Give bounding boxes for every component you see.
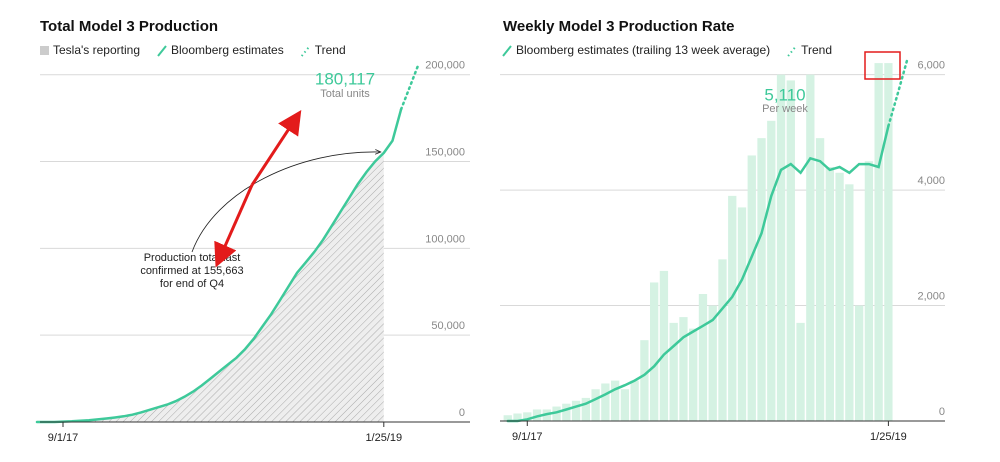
y-tick-label: 0 xyxy=(459,407,465,419)
line xyxy=(506,124,890,423)
legend-label: Trend xyxy=(801,43,832,57)
bar xyxy=(806,74,815,422)
bar xyxy=(884,63,893,421)
trend-line xyxy=(887,56,910,128)
bar xyxy=(874,63,883,421)
callout-arrow xyxy=(191,152,380,253)
x-tick-label: 1/25/19 xyxy=(870,431,907,443)
bar xyxy=(523,412,532,421)
annotation: Total units xyxy=(320,88,370,100)
bar xyxy=(640,340,649,421)
y-tick-label: 4,000 xyxy=(917,175,945,187)
bar xyxy=(669,322,678,421)
bar xyxy=(796,322,805,421)
y-tick-label: 200,000 xyxy=(425,60,465,72)
line xyxy=(35,108,403,424)
bar xyxy=(747,155,756,422)
chart-title: Weekly Model 3 Production Rate xyxy=(503,18,734,35)
bar xyxy=(591,389,600,421)
annotation: Per week xyxy=(762,103,808,115)
legend-label: Trend xyxy=(315,43,346,57)
chart-title: Total Model 3 Production xyxy=(40,18,218,35)
annotation: confirmed at 155,663 xyxy=(140,265,243,277)
y-tick-label: 2,000 xyxy=(917,290,945,302)
y-tick-label: 6,000 xyxy=(917,60,945,72)
y-tick-label: 50,000 xyxy=(431,320,465,332)
highlight-box xyxy=(864,51,901,80)
bar xyxy=(767,120,776,422)
legend-label: Bloomberg estimates xyxy=(171,43,284,57)
y-tick-label: 100,000 xyxy=(425,233,465,245)
bar xyxy=(571,400,581,421)
bar xyxy=(757,138,766,422)
bar xyxy=(698,294,708,421)
bar xyxy=(786,80,795,421)
annotation-overlay xyxy=(191,51,901,268)
legend-swatch xyxy=(502,45,512,57)
bar xyxy=(776,74,786,422)
annotation: for end of Q4 xyxy=(160,278,224,290)
legend-swatch xyxy=(300,45,311,57)
bar xyxy=(689,328,698,421)
bar xyxy=(864,161,874,421)
bar xyxy=(620,389,630,421)
bar xyxy=(659,270,669,421)
bar xyxy=(513,413,522,421)
y-tick-label: 0 xyxy=(939,406,945,418)
bar xyxy=(679,317,688,421)
bar xyxy=(630,380,639,421)
bar xyxy=(708,305,717,421)
red-arrow-up xyxy=(250,109,302,186)
bar xyxy=(601,383,610,421)
bar xyxy=(562,403,571,421)
bar xyxy=(503,415,512,421)
bar xyxy=(835,172,844,421)
legend-swatch xyxy=(157,45,167,57)
y-tick-label: 150,000 xyxy=(425,146,465,158)
area xyxy=(37,151,384,422)
bar xyxy=(825,167,834,421)
bar xyxy=(581,397,590,421)
legend-swatch xyxy=(40,46,49,55)
annotation: 180,117 xyxy=(315,69,375,88)
legend-swatch xyxy=(787,45,797,57)
bar xyxy=(728,195,737,421)
bar xyxy=(552,406,561,421)
trend-line xyxy=(399,63,420,111)
plot-layer: Total Model 3 Production 0 50,000 100,000 15… xyxy=(35,18,945,444)
bar xyxy=(845,184,854,421)
bar xyxy=(650,282,659,421)
x-tick-label: 9/1/17 xyxy=(512,431,543,443)
bar xyxy=(815,138,825,422)
bar xyxy=(737,207,747,421)
bar xyxy=(610,380,620,421)
bar xyxy=(718,259,727,421)
x-tick-label: 9/1/17 xyxy=(48,432,79,444)
red-arrow-down xyxy=(214,184,254,268)
bar xyxy=(854,305,864,421)
annotation: Production total last xyxy=(144,252,241,264)
legend-label: Tesla's reporting xyxy=(53,43,140,57)
annotation: 5,110 xyxy=(764,85,805,104)
legend-label: Bloomberg estimates (trailing 13 week av… xyxy=(516,43,770,57)
x-tick-label: 1/25/19 xyxy=(365,432,402,444)
